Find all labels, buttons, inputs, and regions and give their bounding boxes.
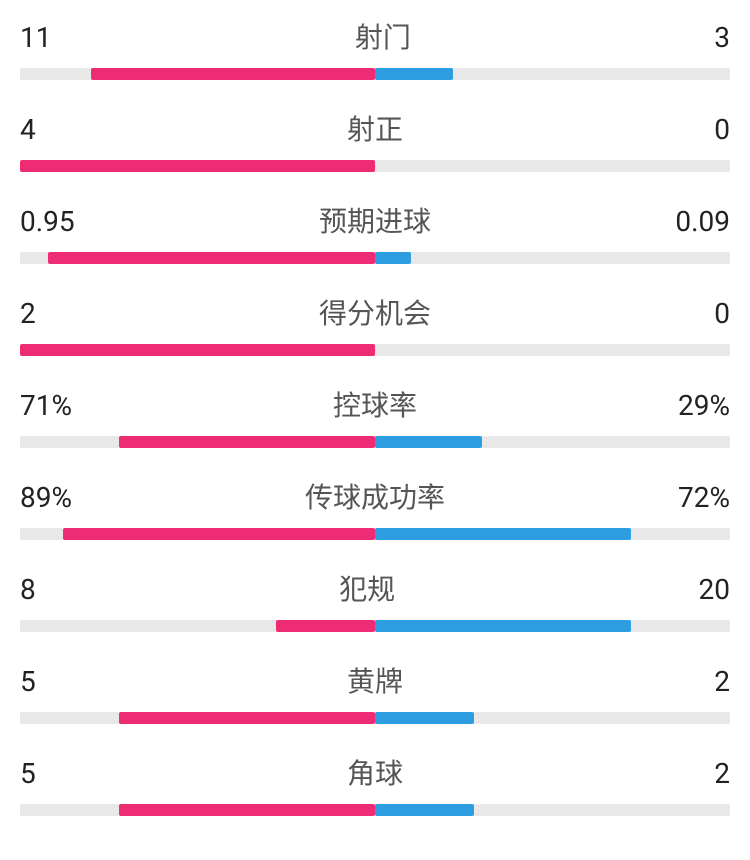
stat-header: 11 射门 3: [20, 16, 730, 56]
stat-bar-left: [119, 436, 375, 448]
stat-bar-right: [375, 712, 474, 724]
stat-value-right: 0.09: [675, 205, 730, 238]
stat-bar-right: [375, 804, 474, 816]
stat-row: 5 角球 2: [20, 752, 730, 816]
stat-value-left: 2: [20, 297, 36, 330]
stat-header: 89% 传球成功率 72%: [20, 476, 730, 516]
stat-value-right: 3: [714, 21, 730, 54]
stat-bar-left: [91, 68, 375, 80]
stat-bar-left: [63, 528, 375, 540]
stat-label: 犯规: [339, 568, 395, 608]
stat-header: 71% 控球率 29%: [20, 384, 730, 424]
stat-value-left: 8: [20, 573, 36, 606]
stat-value-left: 5: [20, 757, 36, 790]
stat-value-right: 72%: [678, 481, 730, 514]
stat-header: 4 射正 0: [20, 108, 730, 148]
stat-value-right: 0: [714, 297, 730, 330]
stat-bar-track: [20, 804, 730, 816]
stat-header: 5 角球 2: [20, 752, 730, 792]
stat-label: 射正: [347, 108, 403, 148]
stat-value-left: 0.95: [20, 205, 75, 238]
stat-bar-left: [20, 160, 375, 172]
stat-value-left: 5: [20, 665, 36, 698]
stat-value-right: 2: [714, 757, 730, 790]
stat-bar-right: [375, 436, 482, 448]
stat-label: 传球成功率: [305, 476, 445, 516]
stat-value-left: 89%: [20, 481, 72, 514]
stat-row: 8 犯规 20: [20, 568, 730, 632]
stat-value-left: 71%: [20, 389, 72, 422]
stat-label: 角球: [347, 752, 403, 792]
stat-row: 0.95 预期进球 0.09: [20, 200, 730, 264]
stat-value-right: 0: [714, 113, 730, 146]
stat-value-left: 11: [20, 21, 51, 54]
stat-bar-right: [375, 68, 453, 80]
stat-value-right: 20: [699, 573, 730, 606]
stat-row: 11 射门 3: [20, 16, 730, 80]
stat-label: 黄牌: [347, 660, 403, 700]
stat-label: 预期进球: [319, 200, 431, 240]
stat-row: 5 黄牌 2: [20, 660, 730, 724]
stat-bar-track: [20, 160, 730, 172]
stat-bar-track: [20, 252, 730, 264]
stat-header: 8 犯规 20: [20, 568, 730, 608]
stat-bar-track: [20, 68, 730, 80]
stat-row: 89% 传球成功率 72%: [20, 476, 730, 540]
stat-bar-track: [20, 344, 730, 356]
stat-header: 2 得分机会 0: [20, 292, 730, 332]
stat-label: 得分机会: [319, 292, 431, 332]
stat-bar-left: [20, 344, 375, 356]
stat-label: 射门: [355, 16, 411, 56]
stat-bar-left: [48, 252, 375, 264]
stat-bar-left: [276, 620, 375, 632]
stat-bar-right: [375, 252, 411, 264]
stat-value-left: 4: [20, 113, 36, 146]
stat-row: 71% 控球率 29%: [20, 384, 730, 448]
stat-bar-track: [20, 620, 730, 632]
stat-bar-right: [375, 528, 631, 540]
stat-bar-track: [20, 528, 730, 540]
stat-bar-left: [119, 804, 375, 816]
stat-row: 2 得分机会 0: [20, 292, 730, 356]
stat-value-right: 29%: [678, 389, 730, 422]
stat-header: 5 黄牌 2: [20, 660, 730, 700]
stat-header: 0.95 预期进球 0.09: [20, 200, 730, 240]
stat-bar-left: [119, 712, 375, 724]
stat-bar-right: [375, 620, 631, 632]
match-stats-container: 11 射门 3 4 射正 0 0.95 预期进球 0.09 2 得分机会 0 71% 控球率 29% 89% 传…: [0, 0, 750, 860]
stat-row: 4 射正 0: [20, 108, 730, 172]
stat-label: 控球率: [333, 384, 417, 424]
stat-bar-track: [20, 436, 730, 448]
stat-bar-track: [20, 712, 730, 724]
stat-value-right: 2: [714, 665, 730, 698]
